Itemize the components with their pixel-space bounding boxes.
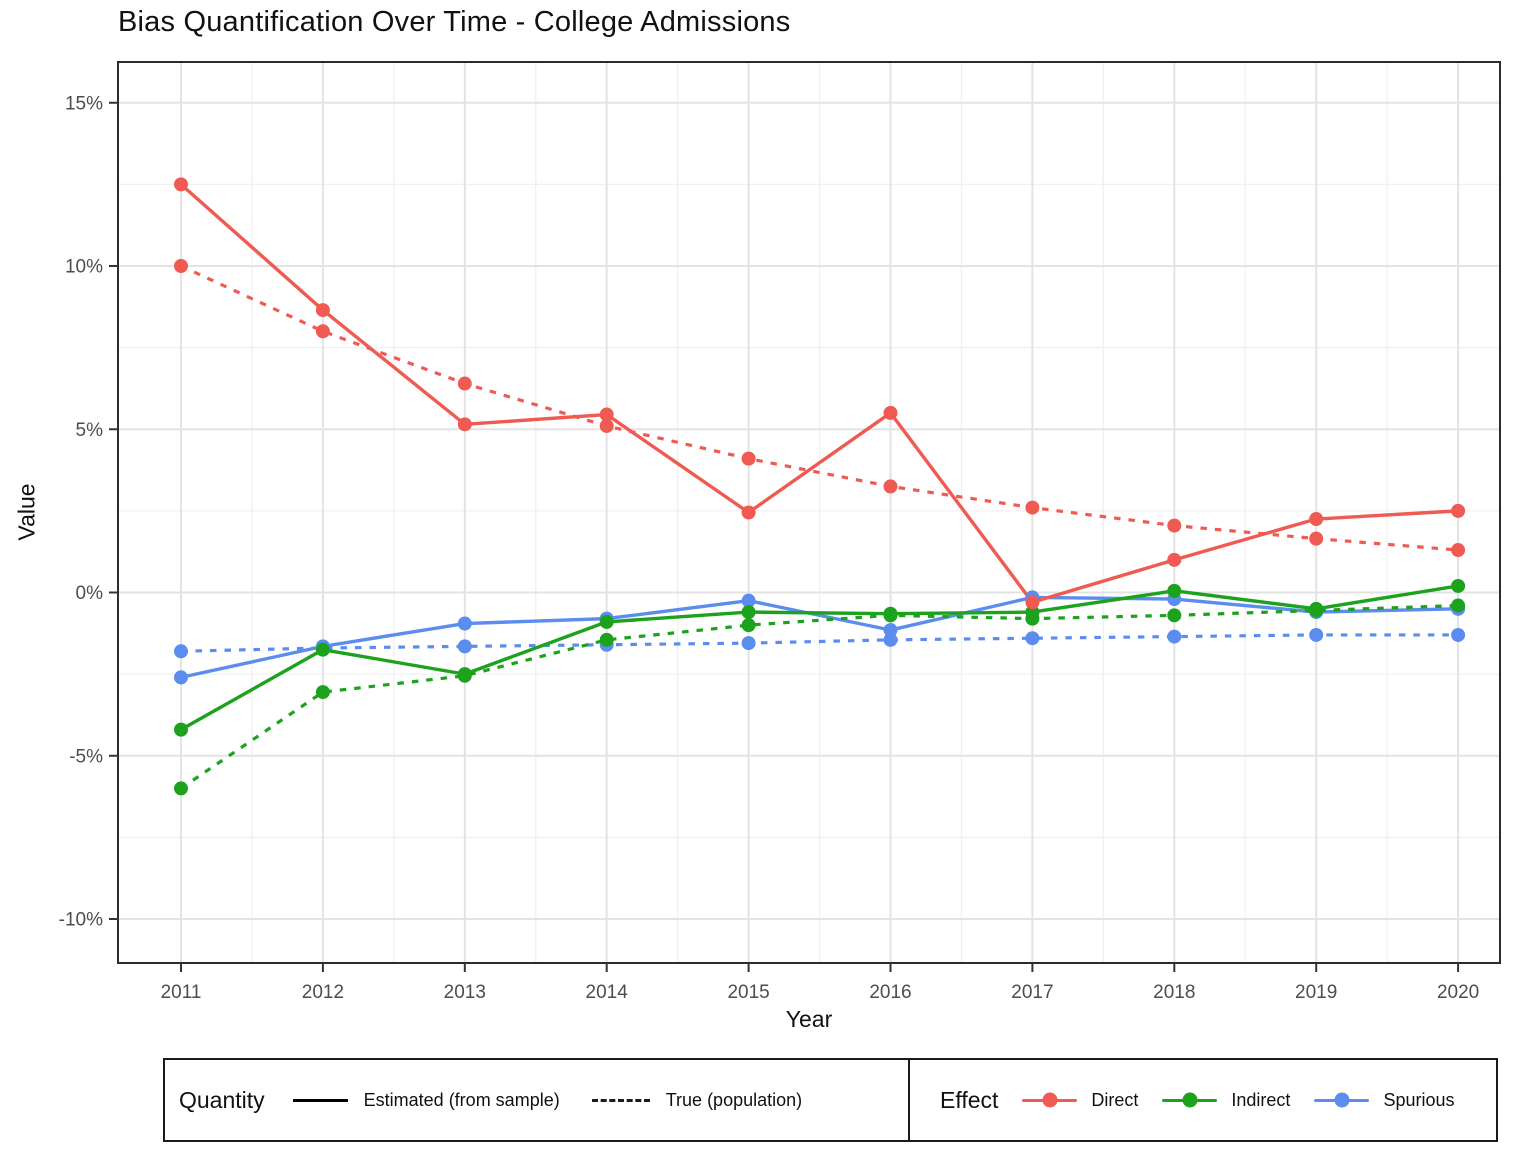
data-point-indirect-solid-2017 — [1025, 605, 1040, 620]
data-point-spurious-dashed-2011 — [174, 644, 188, 659]
data-point-direct-dashed-2013 — [457, 376, 472, 391]
data-point-indirect-solid-2019 — [1309, 601, 1324, 616]
x-tick-label: 2020 — [1437, 982, 1479, 1003]
line-chart-canvas: 15% 10% 5% 0% -5% -10% 2011 2012 2013 2014 2015 201… — [59, 61, 1501, 1003]
data-point-direct-dashed-2016 — [883, 479, 898, 494]
data-point-direct-solid-2018 — [1167, 552, 1182, 567]
direct-key-icon — [1022, 1092, 1078, 1108]
data-point-direct-solid-2019 — [1309, 512, 1324, 527]
data-point-indirect-dashed-2011 — [174, 781, 188, 796]
data-point-indirect-solid-2011 — [174, 722, 188, 737]
y-tick-label: 5% — [76, 420, 104, 441]
data-point-spurious-dashed-2017 — [1025, 631, 1040, 646]
data-point-direct-dashed-2012 — [315, 324, 330, 339]
data-point-direct-solid-2011 — [174, 177, 188, 192]
x-tick-label: 2016 — [869, 982, 911, 1003]
y-tick-label: -10% — [59, 910, 103, 931]
data-point-indirect-solid-2014 — [599, 614, 614, 629]
legend-box-effect: Effect Direct Indirect Spurious — [908, 1058, 1498, 1142]
legend-box-quantity: Quantity Estimated (from sample) True (p… — [163, 1058, 910, 1142]
series-line-direct-solid — [179, 183, 1459, 604]
y-tick-label: 10% — [65, 257, 103, 278]
legend: Quantity Estimated (from sample) True (p… — [163, 1058, 1498, 1142]
legend-label-indirect: Indirect — [1231, 1089, 1291, 1110]
data-point-spurious-dashed-2016 — [883, 632, 898, 647]
x-tick-label: 2014 — [586, 982, 629, 1003]
data-point-spurious-dashed-2015 — [741, 636, 756, 651]
x-tick-label: 2018 — [1153, 982, 1195, 1003]
x-tick-label: 2015 — [727, 982, 769, 1003]
data-point-indirect-solid-2020 — [1451, 578, 1466, 593]
data-point-spurious-solid-2016 — [883, 623, 898, 638]
data-point-direct-solid-2014 — [599, 407, 614, 422]
data-point-spurious-dashed-2019 — [1309, 627, 1324, 642]
chart-title: Bias Quantification Over Time - College … — [118, 6, 791, 38]
data-point-indirect-solid-2018 — [1167, 583, 1182, 598]
data-point-indirect-dashed-2018 — [1167, 608, 1182, 623]
data-point-spurious-solid-2013 — [457, 616, 472, 631]
indirect-key-icon — [1162, 1092, 1218, 1108]
data-point-indirect-solid-2013 — [457, 667, 472, 682]
data-point-indirect-dashed-2020 — [1451, 598, 1466, 613]
data-point-direct-solid-2020 — [1451, 503, 1466, 518]
y-tick-label: -5% — [69, 746, 103, 767]
indirect-key-dot — [1182, 1092, 1198, 1108]
data-point-indirect-solid-2015 — [741, 605, 756, 620]
x-tick-label: 2017 — [1011, 982, 1053, 1003]
x-tick-label: 2011 — [161, 982, 202, 1003]
data-point-indirect-dashed-2012 — [315, 685, 330, 700]
data-point-indirect-dashed-2015 — [741, 618, 756, 633]
direct-key-dot — [1042, 1092, 1058, 1108]
data-point-indirect-solid-2012 — [315, 642, 330, 657]
legend-label-true: True (population) — [665, 1089, 803, 1110]
data-point-spurious-dashed-2013 — [457, 639, 472, 654]
dashed-line-key-icon — [591, 1098, 650, 1102]
x-tick-label: 2013 — [444, 982, 486, 1003]
x-tick-label: 2012 — [302, 982, 344, 1003]
data-point-direct-dashed-2014 — [599, 418, 614, 433]
series-line-spurious-solid — [180, 595, 1459, 680]
data-point-direct-dashed-2020 — [1451, 543, 1466, 558]
data-point-direct-solid-2013 — [457, 417, 472, 432]
legend-effect-title: Effect — [940, 1086, 999, 1113]
data-point-direct-dashed-2018 — [1167, 518, 1182, 533]
data-point-direct-dashed-2011 — [174, 259, 188, 273]
legend-label-spurious: Spurious — [1383, 1089, 1455, 1110]
data-point-direct-solid-2016 — [883, 405, 898, 420]
x-tick-label: 2019 — [1295, 982, 1337, 1003]
data-point-direct-solid-2015 — [741, 505, 756, 520]
series-line-indirect-solid — [180, 584, 1459, 732]
legend-label-direct: Direct — [1091, 1089, 1139, 1110]
spurious-key-dot — [1334, 1092, 1350, 1108]
solid-line-key-icon — [292, 1098, 348, 1102]
spurious-key-icon — [1314, 1092, 1370, 1108]
series-line-direct-dashed — [180, 264, 1459, 552]
series-line-spurious-dashed — [180, 633, 1459, 653]
y-tick-label: 0% — [76, 583, 104, 604]
legend-quantity-title: Quantity — [179, 1086, 265, 1113]
data-point-direct-dashed-2015 — [741, 451, 756, 466]
legend-label-estimated: Estimated (from sample) — [363, 1089, 560, 1110]
data-point-spurious-solid-2015 — [741, 593, 756, 608]
data-point-indirect-solid-2016 — [883, 606, 898, 621]
y-tick-label: 15% — [65, 93, 103, 114]
data-point-direct-dashed-2017 — [1025, 500, 1040, 515]
data-point-direct-dashed-2019 — [1309, 531, 1324, 546]
data-point-spurious-dashed-2018 — [1167, 629, 1182, 644]
y-axis-title: Value — [13, 483, 40, 541]
data-point-direct-solid-2012 — [315, 303, 330, 318]
x-axis-title: Year — [785, 1006, 833, 1032]
data-point-indirect-dashed-2014 — [599, 632, 614, 647]
panel-border — [117, 61, 1501, 964]
data-point-direct-solid-2017 — [1025, 595, 1040, 610]
data-point-spurious-dashed-2020 — [1451, 627, 1466, 642]
data-point-spurious-solid-2011 — [174, 670, 188, 685]
